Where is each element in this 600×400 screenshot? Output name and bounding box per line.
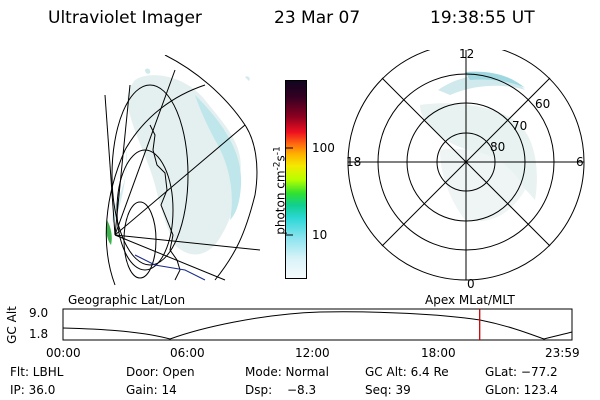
polar-auroral-emission: [420, 71, 537, 222]
polar-lat-60: 60: [535, 97, 551, 111]
timeline-yaxis-label: GC Alt: [5, 306, 19, 344]
xtick-1800: 18:00: [421, 346, 456, 360]
xtick-2359: 23:59: [545, 346, 580, 360]
geographic-image-panel: [104, 55, 261, 286]
timeline-ytick-high: 9.0: [29, 306, 49, 320]
color-bar-ticks: [285, 147, 293, 236]
color-bar-tick-10: 10: [312, 228, 328, 242]
color-bar-tick-100: 100: [312, 141, 335, 155]
altitude-timeline: [62, 308, 573, 341]
info-glon: GLon: 123.4: [485, 383, 558, 397]
xtick-1200: 12:00: [295, 346, 330, 360]
polar-grid: [347, 50, 585, 281]
color-bar-label-mid: s: [273, 155, 288, 162]
info-mode: Mode: Normal: [245, 365, 329, 379]
auroral-emission: [106, 68, 250, 255]
info-glat: GLat: −77.2: [485, 365, 558, 379]
polar-lat-70: 70: [512, 119, 528, 133]
info-door: Door: Open: [126, 365, 195, 379]
apex-title: Apex MLat/MLT: [425, 293, 515, 307]
color-bar-label-text: photon cm: [273, 170, 288, 235]
header-time: 19:38:55 UT: [430, 8, 535, 28]
xtick-0600: 06:00: [170, 346, 205, 360]
grid-overlay: [104, 55, 261, 286]
info-seq: Seq: 39: [365, 383, 411, 397]
polar-label-12: 12: [459, 47, 475, 61]
color-bar: [285, 80, 307, 279]
info-dsp-label: Dsp:: [245, 383, 273, 397]
header-date: 23 Mar 07: [274, 8, 361, 28]
geographic-title: Geographic Lat/Lon: [68, 293, 186, 307]
altitude-curve: [62, 311, 573, 340]
info-dsp-value: −8.3: [287, 383, 317, 397]
polar-label-18: 18: [346, 155, 362, 169]
polar-plot: [347, 50, 585, 281]
coastline: [149, 124, 181, 281]
xtick-0000: 00:00: [46, 346, 81, 360]
info-ip: IP: 36.0: [10, 383, 56, 397]
instrument-title: Ultraviolet Imager: [48, 8, 202, 28]
timeline-ytick-low: 1.8: [29, 327, 49, 341]
color-bar-label-exp2: -1: [272, 146, 283, 156]
polar-label-6: 6: [576, 155, 584, 169]
polar-label-0: 0: [467, 277, 475, 291]
polar-lat-80: 80: [490, 140, 506, 154]
info-gain: Gain: 14: [126, 383, 177, 397]
color-bar-label-exp1: -2: [272, 161, 283, 171]
info-gc-alt: GC Alt: 6.4 Re: [365, 365, 449, 379]
info-flt: Flt: LBHL: [10, 365, 64, 379]
color-bar-label: photon cm-2s-1: [273, 71, 288, 311]
